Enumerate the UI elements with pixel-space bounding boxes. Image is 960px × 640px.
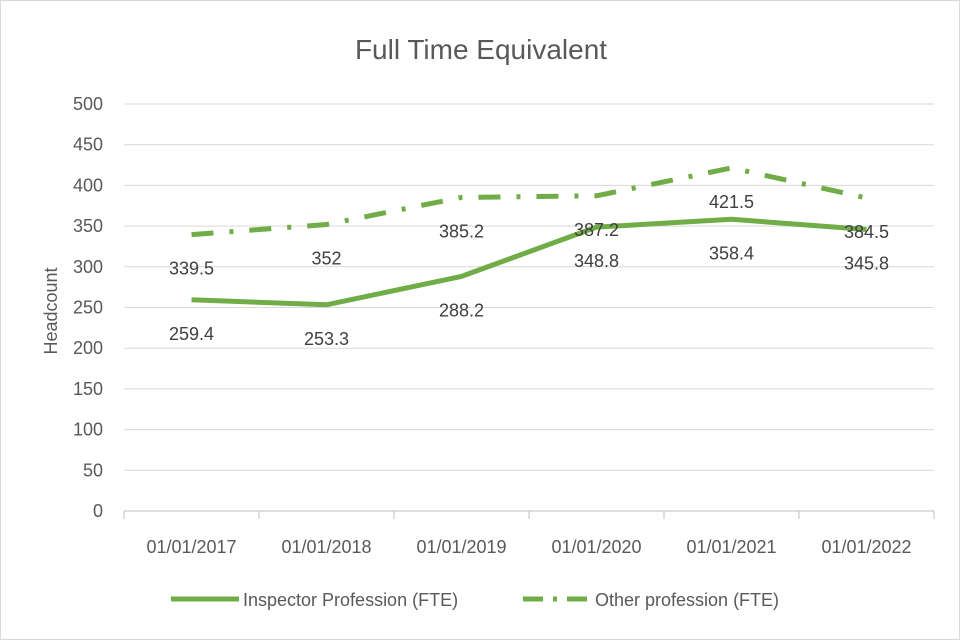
data-label-inspector: 253.3	[304, 329, 349, 349]
legend-label-other: Other profession (FTE)	[595, 590, 779, 610]
data-label-inspector: 288.2	[439, 300, 484, 320]
y-axis-title: Headcount	[41, 267, 61, 354]
data-label-inspector: 358.4	[709, 243, 754, 263]
x-tick-label: 01/01/2020	[551, 537, 641, 557]
x-tick-label: 01/01/2018	[281, 537, 371, 557]
data-label-inspector: 259.4	[169, 324, 214, 344]
series-line-other	[191, 165, 868, 238]
y-tick-label: 0	[93, 501, 103, 521]
x-tick-label: 01/01/2021	[686, 537, 776, 557]
y-tick-label: 100	[73, 420, 103, 440]
data-label-other: 339.5	[169, 259, 214, 279]
y-tick-label: 200	[73, 338, 103, 358]
data-label-inspector: 345.8	[844, 254, 889, 274]
y-tick-label: 500	[73, 94, 103, 114]
x-tick-label: 01/01/2017	[146, 537, 236, 557]
y-tick-label: 250	[73, 298, 103, 318]
data-label-other: 384.5	[844, 222, 889, 242]
series-lines	[191, 165, 868, 308]
series-line-inspector	[191, 216, 867, 308]
data-label-other: 387.2	[574, 220, 619, 240]
y-tick-label: 350	[73, 216, 103, 236]
legend-label-inspector: Inspector Profession (FTE)	[243, 590, 458, 610]
y-axis-ticks: 0 50 100 150 200 250 300 350 400 450 500	[73, 94, 103, 521]
x-tick-label: 01/01/2019	[416, 537, 506, 557]
data-labels: 259.4 253.3 288.2 348.8 358.4 345.8 339.5 352 38…	[169, 192, 889, 349]
y-tick-label: 400	[73, 175, 103, 195]
y-tick-label: 300	[73, 257, 103, 277]
x-axis: 01/01/2017 01/01/2018 01/01/2019 01/01/2020…	[123, 510, 935, 557]
y-tick-label: 50	[83, 460, 103, 480]
legend: Inspector Profession (FTE) Other professi…	[171, 590, 779, 610]
x-tick-label: 01/01/2022	[821, 537, 911, 557]
gridlines	[124, 103, 934, 471]
data-label-other: 352	[311, 248, 341, 268]
y-tick-label: 150	[73, 379, 103, 399]
chart-title: Full Time Equivalent	[355, 34, 607, 65]
data-label-other: 421.5	[709, 192, 754, 212]
data-label-other: 385.2	[439, 221, 484, 241]
y-tick-label: 450	[73, 135, 103, 155]
data-label-inspector: 348.8	[574, 251, 619, 271]
